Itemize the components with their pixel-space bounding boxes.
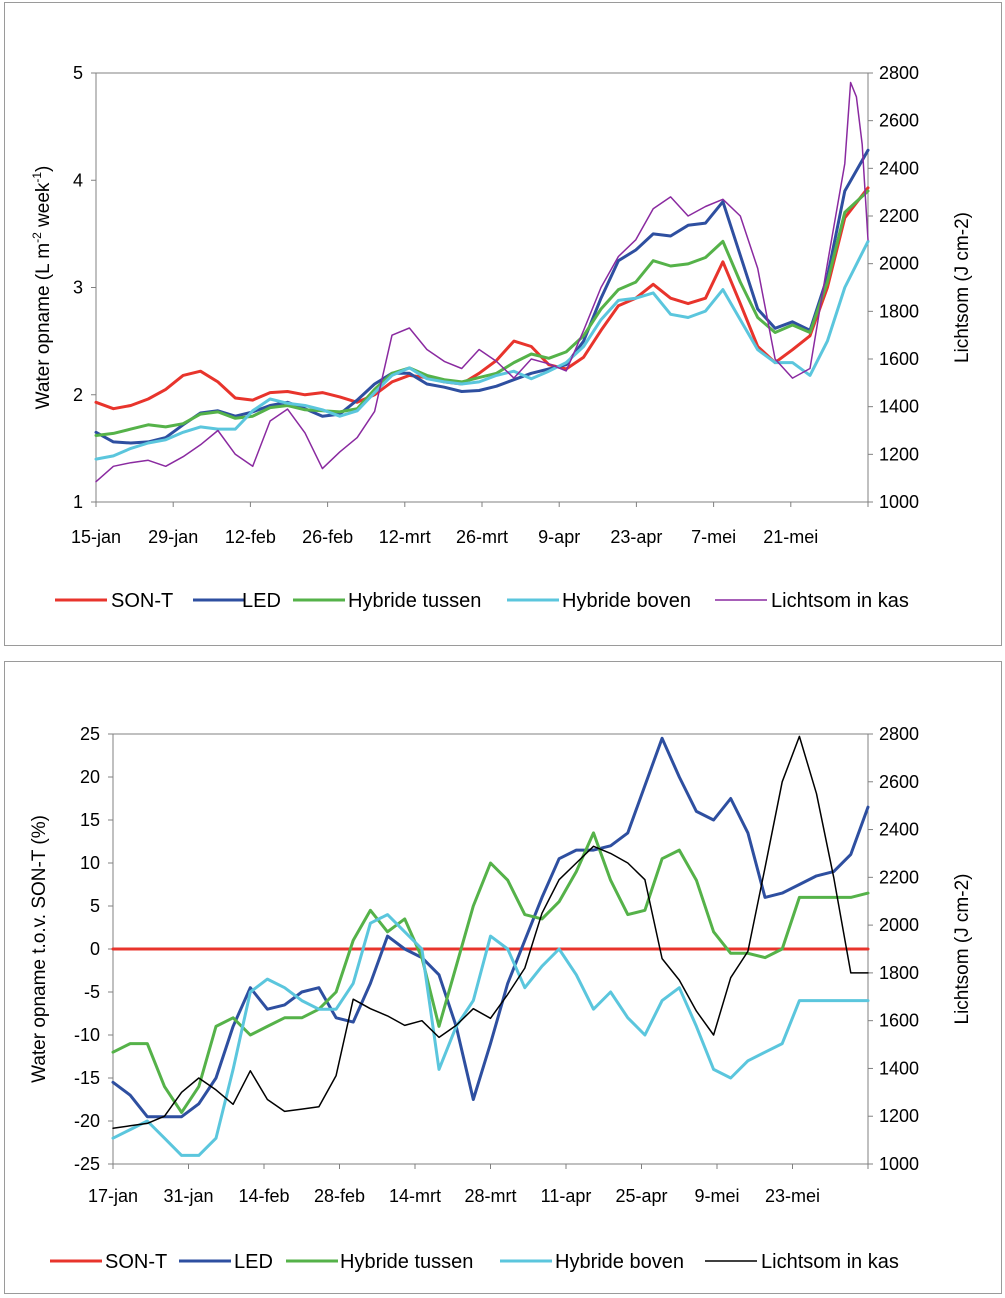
x-tick-label: 26-mrt (456, 527, 508, 547)
x-tick-label: 14-mrt (389, 1186, 441, 1206)
series-line-led (94, 148, 870, 445)
legend-label: LED (234, 1251, 273, 1273)
y2-tick-label: 2000 (879, 254, 919, 274)
y-tick-label: 1 (73, 492, 83, 512)
y-tick-label: 10 (80, 853, 100, 873)
x-tick-label: 23-apr (610, 527, 662, 547)
y-axis-title-part: ) (33, 166, 54, 172)
water-uptake-chart: 1 2 3 4 5 1000 1200 1400 1600 1800 2000 2200 2400 260… (30, 63, 973, 612)
series-line-led (111, 736, 870, 1119)
series-line-son-t (94, 186, 870, 411)
y2-tick-label: 2200 (879, 206, 919, 226)
y-tick-label: -10 (74, 1025, 100, 1045)
y2-tick-label: 2600 (879, 111, 919, 131)
y2-tick-label: 1400 (879, 397, 919, 417)
legend-label: Hybride boven (555, 1251, 684, 1273)
legend-label: Hybride tussen (348, 590, 481, 612)
y-tick-label: -20 (74, 1111, 100, 1131)
y-tick-label: 20 (80, 767, 100, 787)
y-axis-title-superscript: -1 (30, 172, 44, 183)
y2-tick-label: 1000 (879, 492, 919, 512)
y-tick-label: 3 (73, 278, 83, 298)
y2-tick-label: 1200 (879, 444, 919, 464)
x-tick-label: 29-jan (148, 527, 198, 547)
x-tick-label: 25-apr (615, 1186, 667, 1206)
x-tick-label: 7-mei (691, 527, 736, 547)
x-tick-label: 12-feb (225, 527, 276, 547)
legend-label: Hybride boven (562, 590, 691, 612)
y-axis-title-part: week (33, 182, 54, 232)
y-tick-label: 15 (80, 810, 100, 830)
x-tick-label: 12-mrt (379, 527, 431, 547)
x-tick-label: 14-feb (238, 1186, 289, 1206)
x-tick-label: 11-apr (541, 1186, 592, 1206)
x-tick-label: 23-mei (765, 1186, 820, 1206)
y-axis-title-superscript: -2 (30, 232, 44, 243)
y2-axis-title: Lichtsom (J cm-2) (952, 212, 973, 363)
y2-tick-label: 1400 (879, 1058, 919, 1078)
y-tick-label: -5 (84, 982, 100, 1002)
y-tick-label: 5 (73, 63, 83, 83)
top-chart-panel: 1 2 3 4 5 1000 1200 1400 1600 1800 2000 2200 2400 260… (4, 2, 1002, 646)
x-tick-label: 17-jan (88, 1186, 138, 1206)
y2-tick-label: 2400 (879, 158, 919, 178)
y2-tick-label: 1800 (879, 301, 919, 321)
x-tick-label: 31-jan (163, 1186, 213, 1206)
x-tick-label: 15-jan (71, 527, 121, 547)
legend-label: Hybride tussen (340, 1251, 473, 1273)
relative-uptake-chart: -25 -20 -15 -10 -5 0 5 10 15 20 25 1000 1200 1400 1600… (29, 724, 973, 1273)
y-tick-label: 0 (90, 939, 100, 959)
x-tick-label: 26-feb (302, 527, 353, 547)
series-line-hybride-tussen (94, 189, 870, 437)
y2-axis-title: Lichtsom (J cm-2) (952, 874, 973, 1025)
y2-tick-label: 1200 (879, 1106, 919, 1126)
y2-tick-label: 2600 (879, 772, 919, 792)
legend-label: SON-T (111, 590, 173, 612)
y2-tick-label: 2800 (879, 724, 919, 744)
x-tick-label: 28-feb (314, 1186, 365, 1206)
y-axis-title: Water opname t.o.v. SON-T (%) (29, 815, 50, 1083)
legend-label: LED (242, 590, 281, 612)
y2-tick-label: 1600 (879, 349, 919, 369)
y2-tick-label: 1800 (879, 963, 919, 983)
y-axis-title-part: Water opname (L m (33, 243, 54, 409)
y2-tick-label: 2200 (879, 867, 919, 887)
y2-tick-label: 1600 (879, 1011, 919, 1031)
series-line-hybride-boven (111, 913, 870, 1157)
y2-tick-label: 2800 (879, 63, 919, 83)
y-tick-label: -15 (74, 1068, 100, 1088)
y-tick-label: -25 (74, 1154, 100, 1174)
series-line-lichtsom-in-kas (95, 81, 869, 483)
bottom-chart-panel: -25 -20 -15 -10 -5 0 5 10 15 20 25 1000 1200 1400 1600… (4, 661, 1002, 1294)
y-tick-label: 2 (73, 385, 83, 405)
y-tick-label: 25 (80, 724, 100, 744)
x-tick-label: 21-mei (763, 527, 818, 547)
y-tick-label: 5 (90, 896, 100, 916)
x-tick-label: 9-mei (694, 1186, 739, 1206)
series-line-lichtsom-in-kas (112, 735, 869, 1129)
legend-label: Lichtsom in kas (771, 590, 909, 612)
x-tick-label: 9-apr (538, 527, 580, 547)
y2-tick-label: 2400 (879, 820, 919, 840)
y-axis-title: Water opname (L m-2 week-1) (30, 166, 54, 410)
y2-tick-label: 1000 (879, 1154, 919, 1174)
legend-label: Lichtsom in kas (761, 1251, 899, 1273)
series-line-hybride-tussen (111, 831, 870, 1114)
legend-label: SON-T (105, 1251, 167, 1273)
y-tick-label: 4 (73, 170, 83, 190)
y2-tick-label: 2000 (879, 915, 919, 935)
x-tick-label: 28-mrt (464, 1186, 516, 1206)
series-line-hybride-boven (94, 239, 870, 461)
